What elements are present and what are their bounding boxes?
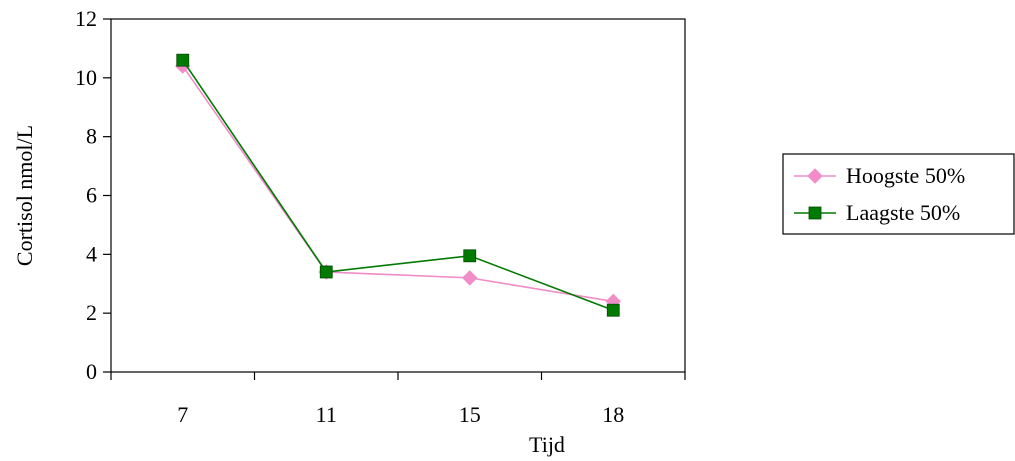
y-tick-label: 10 [75,65,97,90]
y-tick-label: 6 [86,183,97,208]
y-tick-label: 4 [86,241,97,266]
data-point [463,249,477,263]
series-line [182,65,614,303]
series-2 [176,53,620,317]
x-axis: 7 11 15 18 [110,372,686,427]
plot-area [110,18,686,373]
data-point [319,265,333,279]
data-point [462,270,478,286]
legend-marker [807,168,823,184]
legend-item: Laagste 50% [794,200,960,225]
series-group [175,53,621,317]
y-tick-label: 8 [86,124,97,149]
x-axis-title: Tijd [529,432,565,457]
y-tick-label: 0 [86,359,97,384]
legend: Hoogste 50% Laagste 50% [782,153,1015,235]
series-line [182,59,614,311]
x-tick-label: 18 [602,402,624,427]
legend-marker [808,206,822,220]
x-tick-label: 15 [459,402,481,427]
series-1 [175,58,621,310]
y-tick-label: 2 [86,300,97,325]
legend-label: Hoogste 50% [846,163,965,188]
y-tick-label: 12 [75,6,97,31]
legend-label: Laagste 50% [846,200,960,225]
legend-box [782,153,1015,235]
data-point [176,53,190,67]
x-tick-label: 11 [316,402,337,427]
data-point [606,303,620,317]
y-axis-title: Cortisol nmol/L [12,125,37,266]
x-tick-label: 7 [177,402,188,427]
legend-item: Hoogste 50% [794,163,965,188]
y-axis: 0 2 4 6 8 10 12 [75,6,111,384]
plot-frame [110,18,686,373]
